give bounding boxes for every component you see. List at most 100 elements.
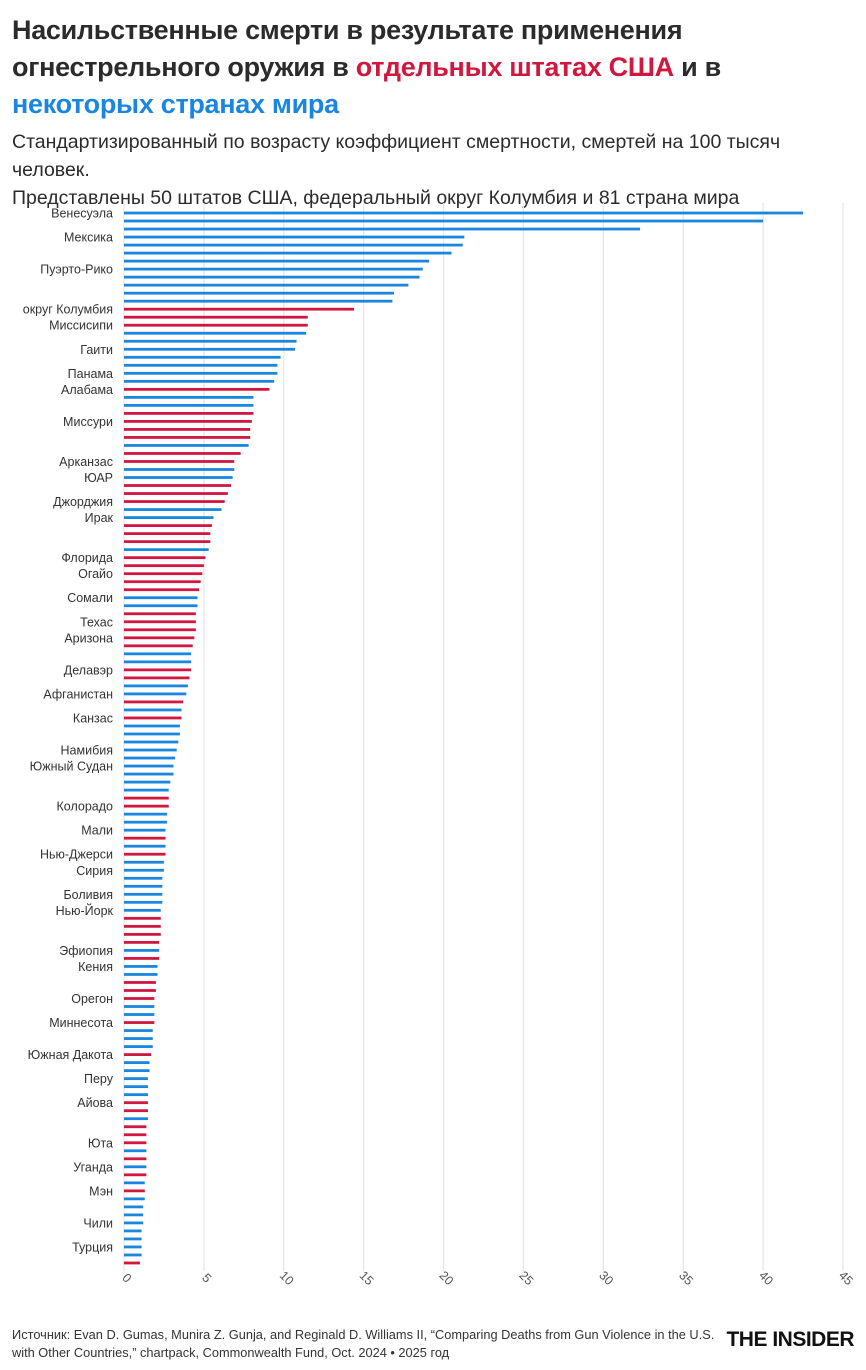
bar [124, 732, 180, 736]
bar [124, 900, 163, 904]
bar [124, 1173, 147, 1177]
bar [124, 868, 164, 872]
bar [124, 436, 251, 439]
category-label: Сирия [76, 864, 113, 878]
x-tick-label: 45 [836, 1268, 856, 1288]
bar [124, 989, 156, 992]
bar [124, 636, 195, 640]
category-label: Мали [81, 824, 113, 838]
bar [124, 1109, 148, 1113]
bar [124, 1165, 147, 1169]
bar [124, 259, 430, 263]
bar [124, 1197, 145, 1201]
category-label: Ирак [85, 511, 114, 525]
bar [124, 476, 233, 479]
bar [124, 1157, 147, 1161]
category-label: Пуэрто-Рико [40, 263, 113, 277]
bar [124, 1261, 140, 1265]
category-label: Южная Дакота [28, 1048, 113, 1062]
bar [124, 1237, 142, 1241]
bar [124, 997, 155, 1000]
category-label: Орегон [71, 992, 113, 1006]
bar [124, 588, 200, 592]
bar [124, 227, 641, 231]
bar [124, 596, 198, 600]
bar [124, 323, 308, 327]
bar [124, 1021, 155, 1024]
bar [124, 820, 168, 824]
bar [124, 612, 196, 616]
category-label: Боливия [63, 888, 113, 902]
bar [124, 444, 249, 447]
bar [124, 724, 180, 728]
category-label: Юта [88, 1136, 113, 1150]
bar [124, 500, 225, 503]
category-label: Сомали [67, 591, 113, 605]
category-label: Панама [68, 367, 113, 381]
subtitle-line2: Представлены 50 штатов США, федеральный … [12, 187, 740, 209]
bar [124, 1069, 150, 1073]
bar [124, 452, 241, 455]
bar [124, 572, 203, 576]
bar [124, 211, 804, 215]
bar [124, 315, 308, 319]
x-tick-label: 30 [596, 1268, 616, 1288]
bar [124, 243, 463, 247]
bar [124, 1213, 144, 1217]
bar [124, 1141, 147, 1145]
bar [124, 580, 201, 584]
bar [124, 836, 166, 840]
x-tick-label: 40 [756, 1268, 776, 1288]
bar [124, 973, 158, 976]
bar [124, 652, 192, 656]
bar [124, 708, 182, 712]
x-tick-label: 15 [357, 1268, 377, 1288]
bar [124, 1221, 144, 1225]
bar [124, 1253, 142, 1257]
category-label: Мексика [64, 231, 113, 245]
brand-logo: THE INSIDER [726, 1328, 854, 1351]
x-tick-label: 5 [199, 1271, 214, 1286]
category-label: округ Колумбия [23, 303, 113, 317]
bar [124, 1117, 148, 1121]
bar [124, 1229, 142, 1233]
title-part1: Насильственные смерти в результате приме… [12, 15, 683, 82]
bar [124, 1005, 155, 1008]
bar [124, 764, 174, 768]
bar [124, 331, 307, 335]
bar [124, 981, 156, 984]
category-label: Намибия [61, 744, 113, 758]
category-label: Колорадо [57, 800, 114, 814]
bar [124, 812, 168, 816]
bar [124, 772, 174, 776]
bar [124, 716, 182, 720]
category-label: Эфиопия [59, 944, 113, 958]
x-tick-label: 35 [676, 1268, 696, 1288]
bar [124, 740, 179, 744]
bar [124, 1061, 150, 1065]
bar [124, 908, 161, 912]
bar [124, 1101, 148, 1105]
bar [124, 275, 420, 279]
bar [124, 676, 190, 680]
bar [124, 788, 169, 792]
category-label: Делавэр [64, 663, 113, 677]
bar [124, 932, 161, 936]
bar [124, 1189, 145, 1193]
title-world-highlight: некоторых странах мира [12, 89, 339, 119]
bar-chart: Венесуэла Мексика Пуэрто-Рико округ Колумби… [23, 203, 856, 1288]
bar [124, 1029, 153, 1032]
bar [124, 540, 211, 544]
bar [124, 844, 166, 848]
bar [124, 492, 228, 495]
category-label: Аризона [64, 631, 113, 645]
chart-title: Насильственные смерти в результате приме… [12, 12, 858, 123]
bar [124, 620, 196, 624]
bar [124, 355, 281, 359]
category-label: Миннесота [49, 1016, 113, 1030]
bar [124, 804, 169, 808]
bar [124, 1133, 147, 1137]
bar [124, 468, 235, 471]
category-label: Миссисипи [49, 319, 113, 333]
x-tick-label: 0 [119, 1271, 134, 1286]
